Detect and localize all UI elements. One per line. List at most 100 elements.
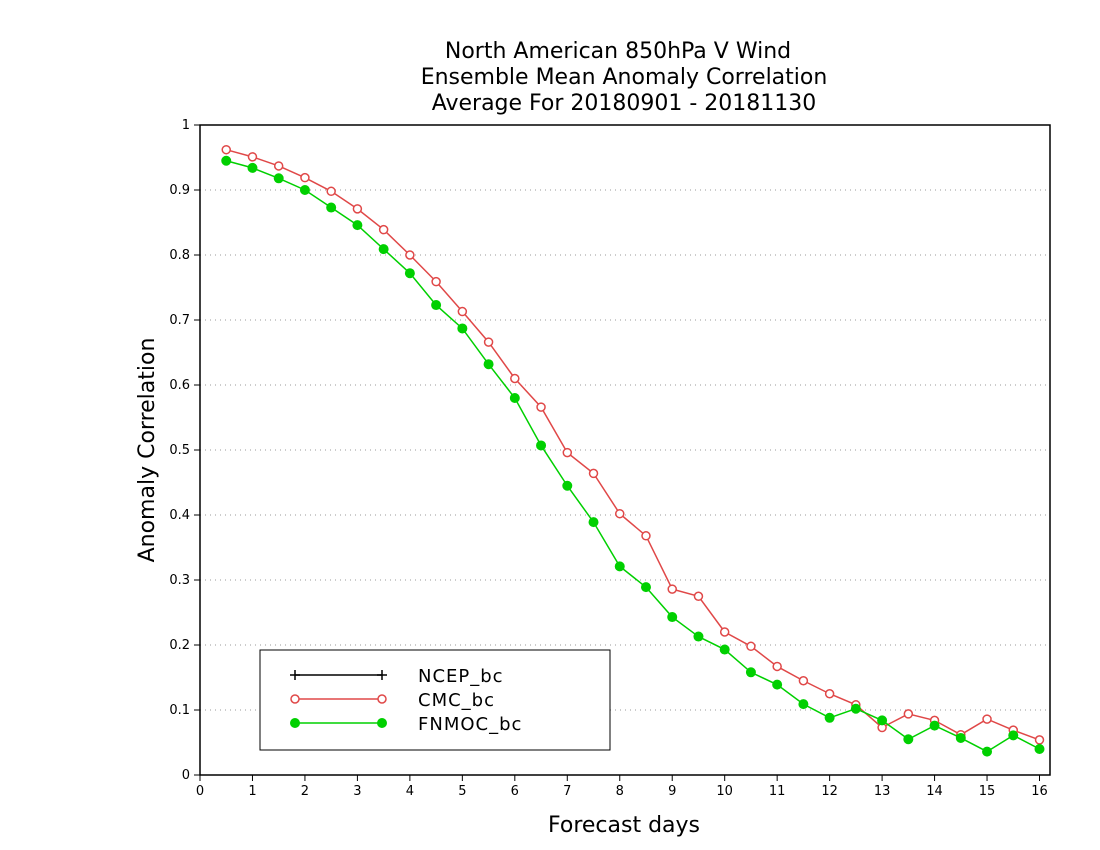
y-tick-label: 0.3 [169,573,190,588]
data-point-fnmoc-bc [667,612,678,623]
x-tick-label: 8 [616,784,624,799]
series-cmc-bc [221,144,1045,745]
data-point-cmc-bc [273,161,284,171]
data-point-cmc-bc [798,676,809,686]
data-point-fnmoc-bc [772,679,783,690]
x-tick-label: 11 [769,784,786,799]
series-fnmoc-bc [221,155,1045,757]
data-point-fnmoc-bc [719,644,730,655]
x-tick-label: 1 [248,784,256,799]
x-tick-label: 6 [511,784,519,799]
x-tick-label: 14 [926,784,943,799]
chart-title-line-3: Average For 20180901 - 20181130 [432,91,817,116]
legend-label-fnmoc-bc: FNMOC_bc [418,714,522,735]
data-point-fnmoc-bc [850,703,861,714]
data-point-cmc-bc [641,531,651,541]
chart-title-line-2: Ensemble Mean Anomaly Correlation [421,65,828,90]
data-point-fnmoc-bc [457,323,468,334]
x-tick-label: 5 [458,784,466,799]
x-tick-label: 3 [353,784,361,799]
data-point-cmc-bc [615,508,625,519]
legend-marker-fnmoc-bc [290,718,300,728]
y-tick-label: 0.5 [169,443,190,458]
legend-item-ncep-bc: NCEP_bc [290,666,503,687]
data-point-cmc-bc [746,641,756,652]
data-point-cmc-bc [719,627,730,637]
series-line-cmc-bc [226,148,1040,741]
data-point-cmc-bc [1034,735,1045,745]
data-point-fnmoc-bc [562,480,573,491]
data-point-fnmoc-bc [404,268,415,279]
x-axis-label: Forecast days [548,813,700,838]
data-point-fnmoc-bc [693,631,704,642]
data-point-fnmoc-bc [877,715,888,726]
legend-marker-cmc-bc [290,694,300,704]
data-point-cmc-bc [457,306,468,317]
data-point-cmc-bc [693,591,704,601]
data-point-cmc-bc [903,709,914,719]
y-tick-label: 0.7 [169,313,190,328]
legend-box [259,649,611,751]
data-point-fnmoc-bc [1034,744,1045,754]
data-point-fnmoc-bc [982,746,993,757]
data-point-cmc-bc [326,186,336,197]
y-axis-ticks: 0 0.1 0.2 0.3 0.4 0.5 0.6 0.7 0.8 0.9 1 [169,118,200,783]
data-point-fnmoc-bc [1008,730,1019,741]
grid-lines [200,189,1050,711]
data-point-cmc-bc [431,276,441,287]
data-point-fnmoc-bc [273,173,284,184]
legend-item-fnmoc-bc: FNMOC_bc [290,714,522,735]
x-tick-label: 7 [563,784,571,799]
legend-label-cmc-bc: CMC_bc [418,690,495,711]
x-tick-label: 16 [1031,784,1048,799]
data-point-cmc-bc [378,224,389,235]
legend-item-cmc-bc: CMC_bc [290,690,495,711]
y-tick-label: 0.6 [169,378,190,393]
data-point-fnmoc-bc [247,162,258,173]
legend: NCEP_bc CMC_bc FNMOC_bc [259,649,611,751]
data-point-fnmoc-bc [640,582,651,593]
x-tick-label: 2 [301,784,309,799]
data-point-cmc-bc [221,144,231,155]
data-point-cmc-bc [405,250,415,260]
data-point-fnmoc-bc [929,720,940,731]
data-point-cmc-bc [300,172,310,183]
data-point-fnmoc-bc [221,155,232,166]
y-tick-label: 0.8 [169,248,190,263]
data-point-cmc-bc [536,402,546,412]
data-point-fnmoc-bc [955,732,966,743]
x-tick-label: 0 [196,784,204,799]
data-point-fnmoc-bc [536,440,547,451]
data-point-fnmoc-bc [483,359,494,370]
data-point-fnmoc-bc [614,561,625,572]
y-axis-label: Anomaly Correlation [135,338,160,563]
y-tick-label: 0.1 [169,703,190,718]
legend-marker-ncep-bc [290,670,300,680]
legend-marker-cmc-bc [377,694,387,704]
y-tick-label: 1 [182,118,190,133]
data-point-fnmoc-bc [745,667,756,678]
data-point-fnmoc-bc [588,517,599,528]
data-point-fnmoc-bc [299,185,310,195]
x-axis-ticks: 0 1 2 3 4 5 6 7 8 9 10 11 12 13 14 15 16 [196,775,1048,799]
legend-marker-fnmoc-bc [377,718,387,728]
data-point-fnmoc-bc [798,699,809,710]
y-tick-label: 0.2 [169,638,190,653]
data-point-cmc-bc [667,584,677,594]
data-point-fnmoc-bc [326,202,337,213]
data-point-fnmoc-bc [352,220,363,231]
data-point-cmc-bc [352,204,363,214]
data-point-fnmoc-bc [431,300,442,311]
data-point-fnmoc-bc [824,712,835,723]
data-point-cmc-bc [824,689,835,699]
data-point-cmc-bc [772,661,782,672]
y-tick-label: 0.4 [169,508,190,523]
data-point-cmc-bc [588,468,599,479]
data-point-cmc-bc [510,373,520,384]
y-tick-label: 0 [182,768,190,783]
data-point-fnmoc-bc [378,244,389,255]
legend-marker-ncep-bc [377,670,387,680]
series-line-fnmoc-bc [226,160,1040,753]
x-tick-label: 9 [668,784,676,799]
